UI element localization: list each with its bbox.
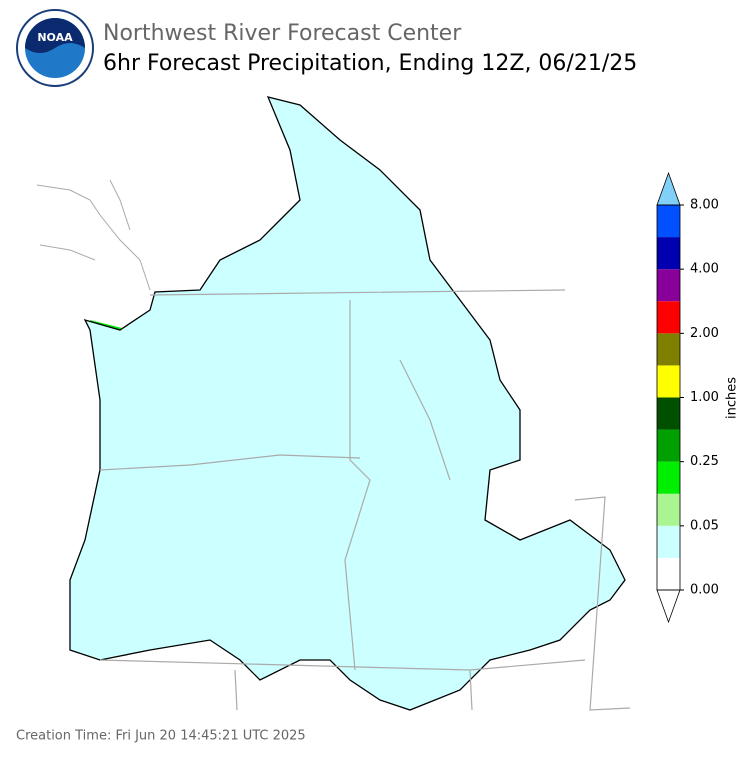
colorbar-segment	[657, 397, 680, 430]
colorbar-segment	[657, 301, 680, 334]
colorbar-tick-label: 8.00	[690, 198, 719, 213]
colorbar-segment	[657, 237, 680, 270]
map	[36, 96, 631, 711]
colorbar-segment	[657, 557, 680, 590]
colorbar-tick-label: 1.00	[690, 390, 719, 405]
colorbar-tick-label: 0.25	[690, 454, 719, 469]
colorbar-segment	[657, 461, 680, 494]
colorbar-segment	[657, 205, 680, 238]
creation-time: Creation Time: Fri Jun 20 14:45:21 UTC 2…	[16, 729, 306, 744]
colorbar-over	[656, 171, 681, 206]
colorbar-segment	[657, 269, 680, 302]
colorbar: inches 0.00 0.05 0.25 1.00 2.00 4.00 8.00	[656, 171, 740, 624]
colorbar-tick-label: 0.00	[690, 583, 719, 598]
colorbar-tick-label: 2.00	[690, 326, 719, 341]
title: Northwest River Forecast Center	[103, 21, 462, 46]
colorbar-label: inches	[725, 377, 740, 419]
colorbar-segment	[657, 429, 680, 462]
colorbar-segment	[657, 333, 680, 366]
logo-text: NOAA	[37, 31, 73, 44]
colorbar-segment	[657, 493, 680, 526]
colorbar-tick-label: 4.00	[690, 262, 719, 277]
noaa-logo: NOAA	[16, 9, 94, 87]
colorbar-segment	[657, 365, 680, 398]
colorbar-segment	[657, 525, 680, 558]
subtitle: 6hr Forecast Precipitation, Ending 12Z, …	[103, 51, 637, 76]
colorbar-tick-label: 0.05	[690, 518, 719, 533]
colorbar-under	[656, 589, 681, 624]
